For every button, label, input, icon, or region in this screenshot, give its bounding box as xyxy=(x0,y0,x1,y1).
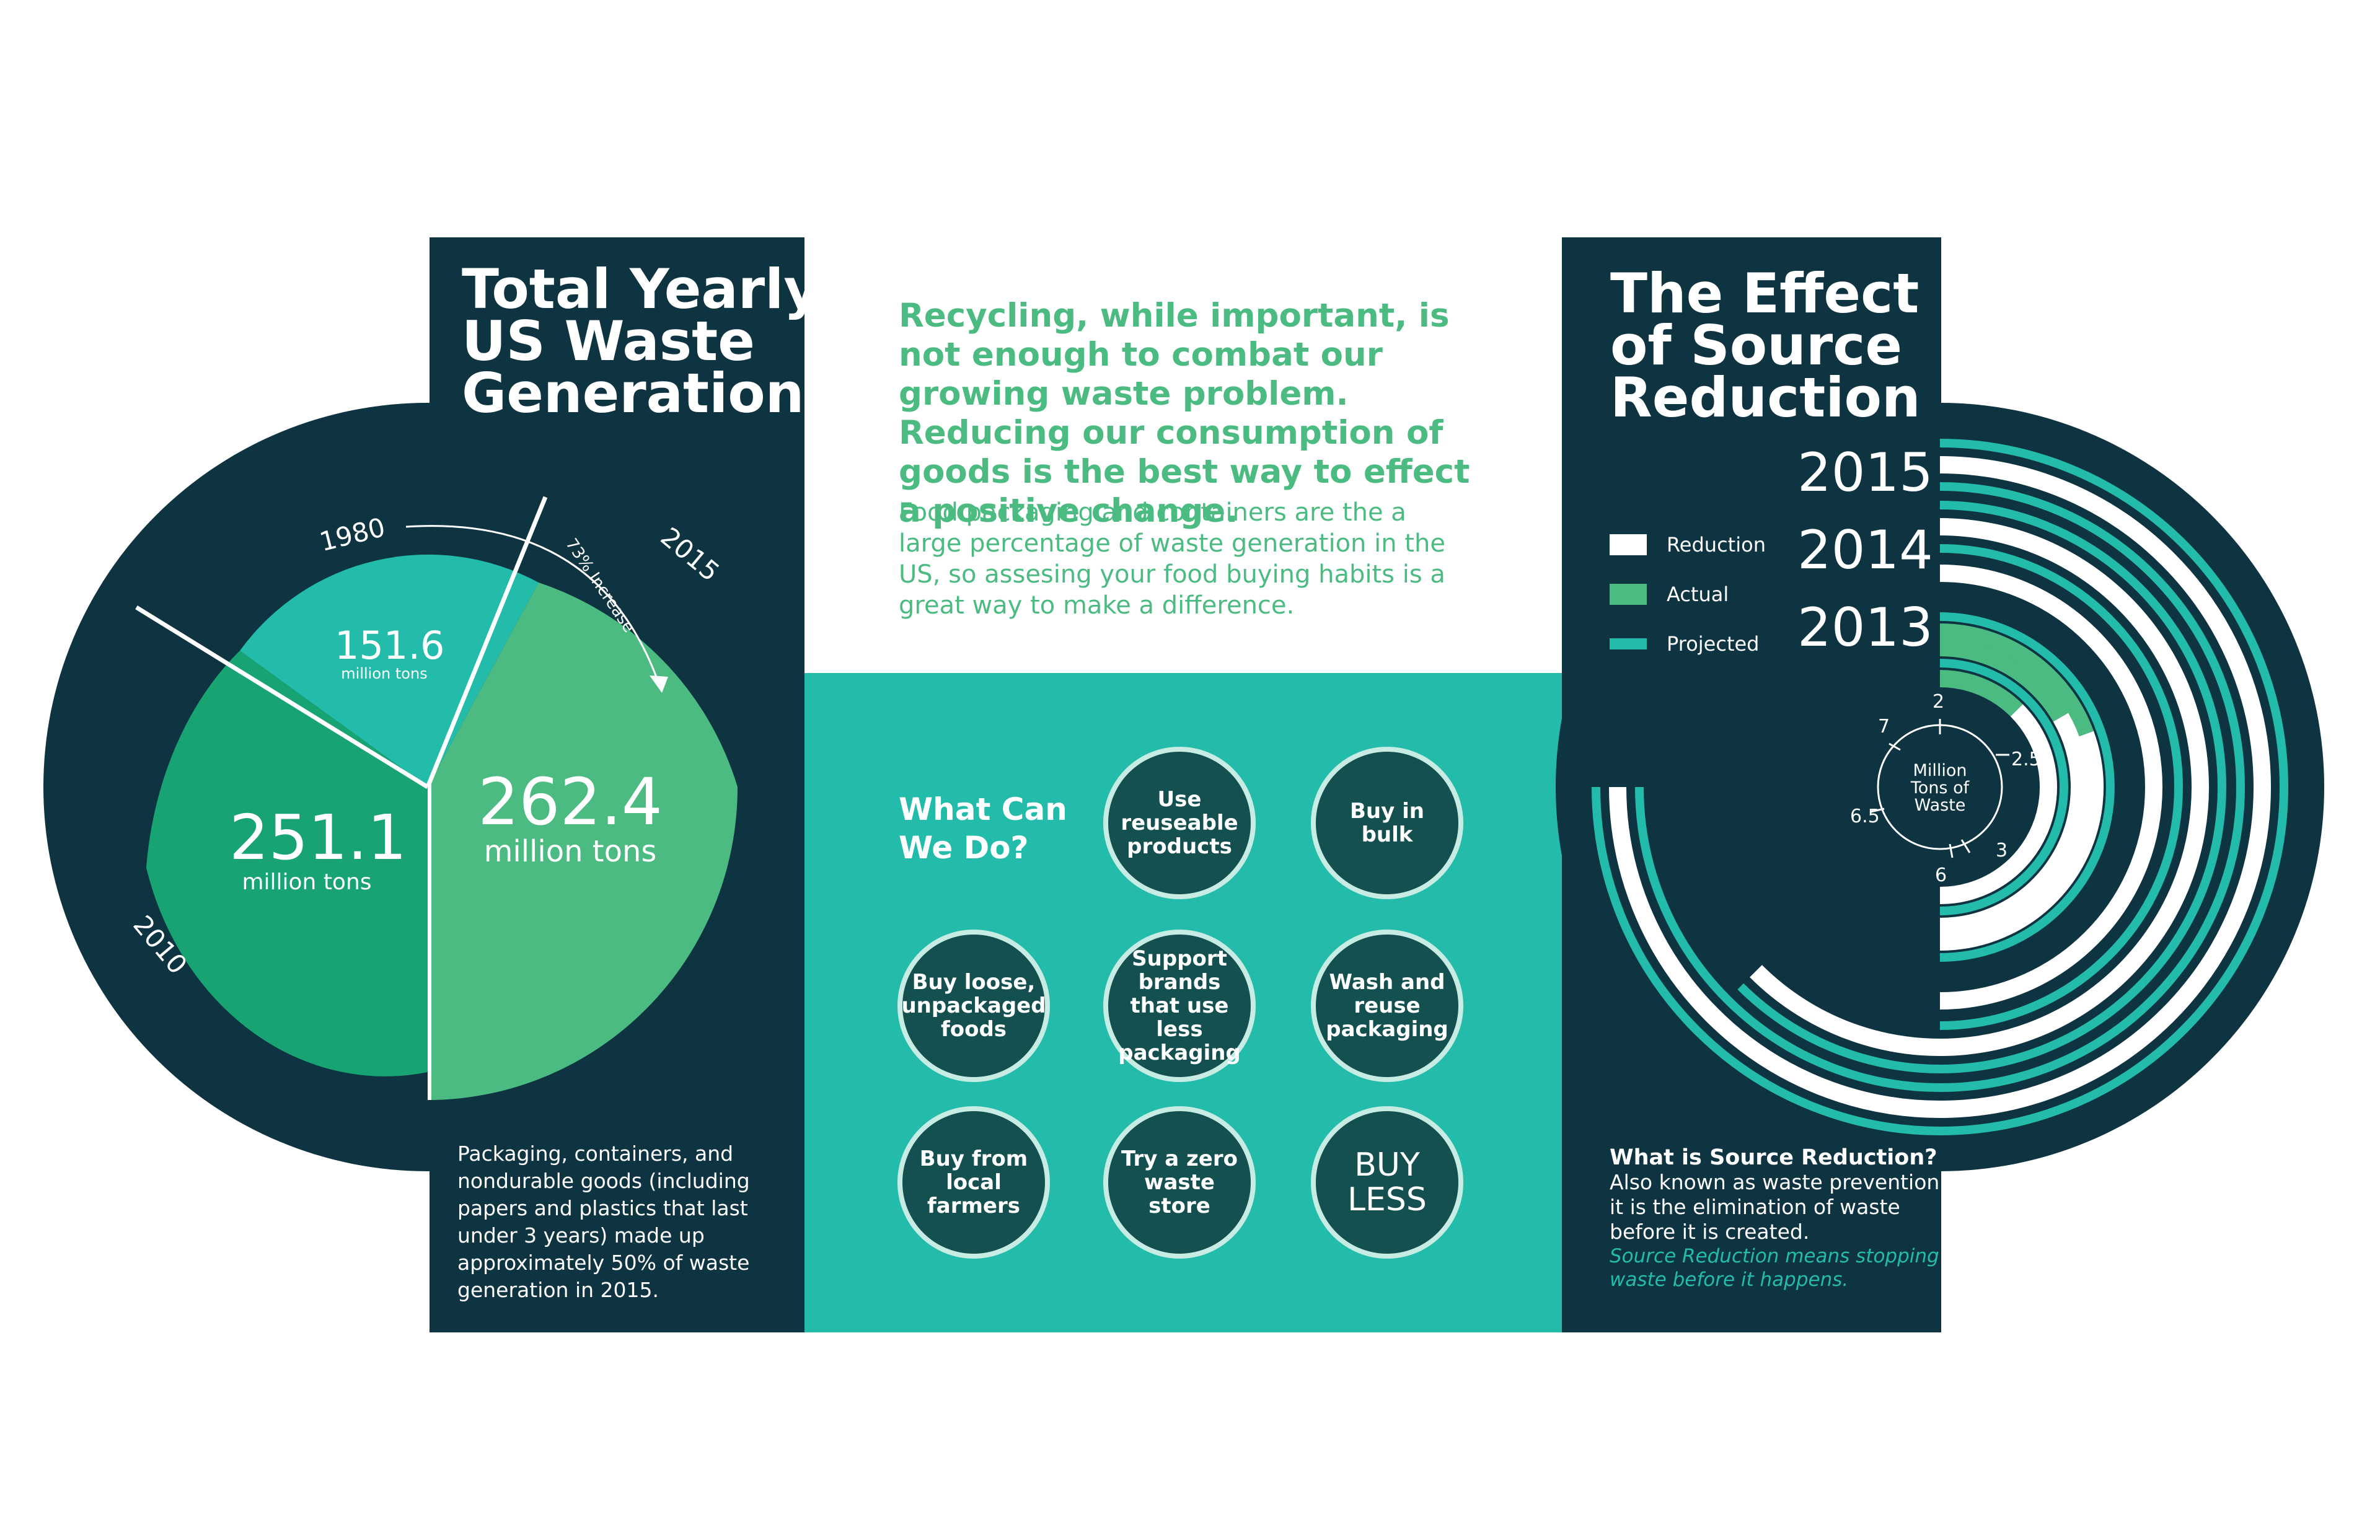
ring-inner-reduction xyxy=(1939,565,2162,1010)
action-zero-waste-store[interactable]: Try a zero waste store xyxy=(1103,1106,1256,1259)
ring-year-2014: 2014 xyxy=(1797,519,1933,581)
increase-arrow xyxy=(405,525,658,679)
action-label: Buy from local farmers xyxy=(919,1146,1028,1218)
legend-swatch-actual xyxy=(1610,584,1647,605)
legend-label-reduction: Reduction xyxy=(1667,533,1766,557)
ring-year-2013: 2013 xyxy=(1797,597,1933,659)
scale-center-line-2: Tons of xyxy=(1910,778,1970,798)
ring-year-2015: 2015 xyxy=(1797,442,1933,504)
pie-divider-1 xyxy=(135,605,429,789)
ring-mid-reduction xyxy=(1750,518,2209,1056)
scale-label-2-5: 2.5 xyxy=(2011,749,2041,770)
ring-outer-reduction xyxy=(1609,456,2271,1118)
ring-2015-reduction xyxy=(1939,731,2104,951)
scale-label-2: 2 xyxy=(1933,691,1945,713)
pie-slice-2015 xyxy=(428,583,738,1100)
legend-swatch-projected xyxy=(1610,638,1647,649)
pie-slice-1980 xyxy=(240,554,539,787)
source-reduction-body: Also known as waste prevention, it is th… xyxy=(1610,1170,1946,1244)
right-title-line-3: Reduction xyxy=(1610,366,1921,429)
pie-value-1980-unit: million tons xyxy=(341,665,428,682)
ring-2013-actual xyxy=(1939,670,2023,717)
action-label: BUY LESS xyxy=(1347,1146,1427,1218)
action-buy-less[interactable]: BUY LESS xyxy=(1311,1106,1463,1259)
ring-2015-projected xyxy=(1939,612,2115,962)
pie-value-2015-unit: million tons xyxy=(483,834,657,869)
action-label: Support brands that use less packaging xyxy=(1118,946,1241,1065)
action-label: Use reuseable products xyxy=(1121,787,1238,859)
ring-outer-projected xyxy=(1592,439,2288,1135)
scale-tick-7 xyxy=(1889,742,1901,751)
legend-label-actual: Actual xyxy=(1667,583,1729,606)
center-top-panel xyxy=(804,237,1562,673)
ring-mid-projected xyxy=(1737,501,2226,1073)
what-can-we-do-heading: What Can We Do? xyxy=(899,790,1067,867)
source-reduction-tagline: Source Reduction means stopping waste be… xyxy=(1610,1245,1939,1291)
ring-2013-reduction xyxy=(1939,704,2057,904)
pie-value-2010: 251.1 million tons xyxy=(229,801,407,895)
source-reduction-info: What is Source Reduction? Also known as … xyxy=(1610,1145,1957,1291)
legend-actual: Actual xyxy=(1610,583,1729,606)
legend-reduction: Reduction xyxy=(1610,533,1766,557)
pie-slice-2010 xyxy=(146,651,428,1076)
ring-2014-projected xyxy=(1939,659,2068,915)
pie-value-2010-unit: million tons xyxy=(242,869,372,895)
ring-inner-projected xyxy=(1939,544,2183,1030)
action-use-reuseable-products[interactable]: Use reuseable products xyxy=(1103,747,1256,899)
lead-bold-word: Reducing xyxy=(899,414,1071,452)
action-label: Buy loose, unpackaged foods xyxy=(901,970,1046,1042)
source-reduction-heading: What is Source Reduction? xyxy=(1610,1145,1937,1170)
left-footnote: Packaging, containers, and nondurable go… xyxy=(457,1142,750,1302)
pie-value-1980: 151.6 million tons xyxy=(335,623,445,682)
right-title: The Effect of Source Reduction xyxy=(1610,262,1921,429)
what-can-we-do-line-1: What Can xyxy=(899,791,1067,827)
right-title-line-1: The Effect xyxy=(1610,262,1919,325)
scale-center-label: Million Tons of Waste xyxy=(1897,762,1983,814)
scale-center-line-3: Waste xyxy=(1914,796,1966,815)
scale-center-line-1: Million xyxy=(1913,761,1967,780)
scale-label-3: 3 xyxy=(1996,840,2008,861)
pie-value-2010-number: 251.1 xyxy=(229,801,407,874)
pie-divider-2 xyxy=(425,496,548,788)
scale-tick-3 xyxy=(1960,839,1971,853)
pie-value-2015-number: 262.4 xyxy=(478,764,663,840)
legend-projected: Projected xyxy=(1610,632,1759,656)
ring-2014-actual xyxy=(1939,639,2068,722)
center-sub-text: Food packaging and containers are the a … xyxy=(899,498,1445,620)
ring-2015-actual xyxy=(1939,623,2094,737)
action-label: Wash and reuse packaging xyxy=(1326,970,1448,1042)
action-label: Buy in bulk xyxy=(1350,799,1424,847)
action-buy-loose-foods[interactable]: Buy loose, unpackaged foods xyxy=(897,930,1050,1082)
action-label: Try a zero waste store xyxy=(1121,1146,1238,1218)
action-support-brands[interactable]: Support brands that use less packaging xyxy=(1103,930,1256,1082)
scale-tick-6-5 xyxy=(1870,807,1885,813)
left-title: Total Yearly US Waste Generation xyxy=(462,257,819,425)
legend-label-projected: Projected xyxy=(1667,632,1760,656)
scale-label-7: 7 xyxy=(1878,716,1890,737)
legend-swatch-reduction xyxy=(1610,534,1647,555)
scale-label-6-5: 6.5 xyxy=(1850,806,1880,827)
action-buy-local-farmers[interactable]: Buy from local farmers xyxy=(897,1106,1050,1259)
left-title-line-3: Generation xyxy=(462,361,804,425)
lead-part-1: Recycling, while important, is not enoug… xyxy=(899,297,1450,413)
center-lead-text: Recycling, while important, is not enoug… xyxy=(899,296,1475,530)
what-can-we-do-line-2: We Do? xyxy=(899,830,1029,866)
reduction-rings xyxy=(1592,439,2288,1135)
action-buy-in-bulk[interactable]: Buy in bulk xyxy=(1311,747,1463,899)
left-title-line-1: Total Yearly xyxy=(462,257,819,321)
scale-tick-6 xyxy=(1949,843,1954,858)
ring-outer-projected-2 xyxy=(1635,482,2245,1092)
right-title-line-2: of Source xyxy=(1610,314,1903,377)
lead-part-2: our consumption of goods is the best way… xyxy=(899,414,1470,530)
left-title-line-2: US Waste xyxy=(462,309,755,373)
action-wash-reuse-packaging[interactable]: Wash and reuse packaging xyxy=(1311,930,1463,1082)
increase-arrowhead xyxy=(650,675,668,693)
scale-label-6: 6 xyxy=(1935,865,1947,886)
pie-value-1980-number: 151.6 xyxy=(335,623,445,668)
pie-value-2015: 262.4 million tons xyxy=(477,768,663,868)
ring-2014-reduction xyxy=(1939,713,2088,935)
